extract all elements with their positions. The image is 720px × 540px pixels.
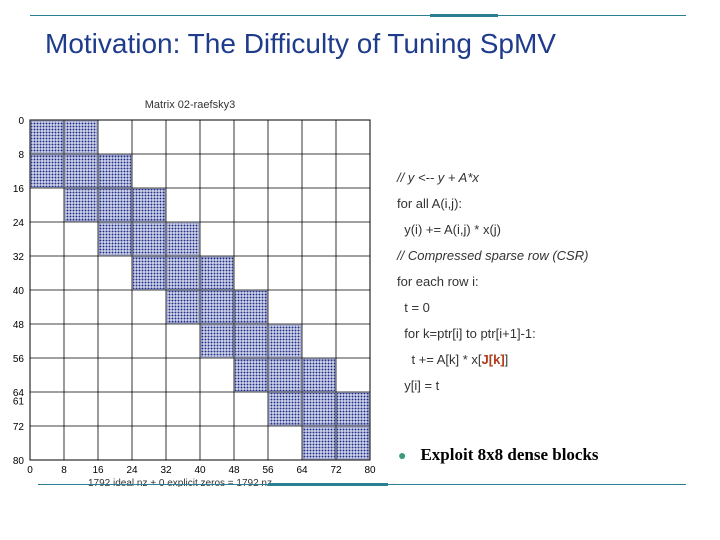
y-tick-label: 8 [18,150,24,161]
code-line: for k=ptr[i] to ptr[i+1]-1: [397,326,536,341]
bullet-point: ● Exploit 8x8 dense blocks [398,445,599,465]
dense-block [64,188,98,222]
x-tick-label: 32 [160,465,172,476]
dense-block [64,120,98,154]
y-tick-label: 48 [13,320,25,331]
dense-block [98,188,132,222]
dense-block [200,324,234,358]
dense-block [98,154,132,188]
dense-block [336,392,370,426]
dense-block [64,154,98,188]
y-tick-label: 32 [13,252,25,263]
slide-title: Motivation: The Difficulty of Tuning SpM… [45,28,556,59]
index-highlight: J[k] [481,352,505,367]
x-tick-label: 64 [296,465,308,476]
chart-title: Matrix 02-raefsky3 [145,99,235,111]
dense-block [200,290,234,324]
title-rule-accent [430,14,498,17]
dense-block [234,324,268,358]
x-tick-label: 16 [92,465,104,476]
code-block: // y <-- y + A*x for all A(i,j): y(i) +=… [397,165,588,399]
dense-block [234,290,268,324]
dense-block [132,188,166,222]
dense-block [268,358,302,392]
y-tick-label: 61 [13,397,25,408]
x-tick-label: 40 [194,465,206,476]
code-line: y[i] = t [397,378,440,393]
bullet-text: Exploit 8x8 dense blocks [420,445,599,464]
dense-block [302,358,336,392]
x-tick-label: 8 [61,465,67,476]
y-tick-label: 80 [13,456,25,467]
bullet-dot-icon: ● [398,449,407,464]
code-text: t += A[k] * x[ [397,352,482,367]
dense-block [166,222,200,256]
dense-block [166,256,200,290]
dense-block [132,222,166,256]
dense-block [302,426,336,460]
title-rule [30,15,686,16]
x-tick-label: 24 [126,465,138,476]
dense-block [268,392,302,426]
dense-block [132,256,166,290]
code-comment-csr: // Compressed sparse row (CSR) [397,248,589,263]
y-tick-label: 56 [13,354,25,365]
dense-block [30,120,64,154]
y-tick-label: 24 [13,218,25,229]
code-line: for all A(i,j): [397,196,463,211]
dense-block [98,222,132,256]
x-tick-label: 72 [330,465,342,476]
code-line: for each row i: [397,274,479,289]
code-line: t = 0 [397,300,430,315]
x-tick-label: 0 [27,465,33,476]
code-line: y(i) += A(i,j) * x(j) [397,222,502,237]
dense-block [30,154,64,188]
dense-block [234,358,268,392]
dense-block [166,290,200,324]
x-tick-label: 80 [364,465,376,476]
dense-block [268,324,302,358]
y-tick-label: 72 [13,422,25,433]
x-tick-label: 56 [262,465,274,476]
y-tick-label: 40 [13,286,25,297]
code-line-indirect-index: t += A[k] * x[J[k]] [397,347,588,373]
dense-block [336,426,370,460]
code-comment-spmv: // y <-- y + A*x [397,170,479,185]
dense-block [302,392,336,426]
y-tick-label: 0 [18,116,24,127]
footer-rule-accent [268,483,388,486]
y-tick-label: 64 [13,388,25,399]
dense-block [200,256,234,290]
x-axis-label: 1792 ideal nz + 0 explicit zeros = 1792 … [88,478,272,487]
y-tick-label: 16 [13,184,25,195]
x-tick-label: 48 [228,465,240,476]
code-text: ] [504,352,509,367]
